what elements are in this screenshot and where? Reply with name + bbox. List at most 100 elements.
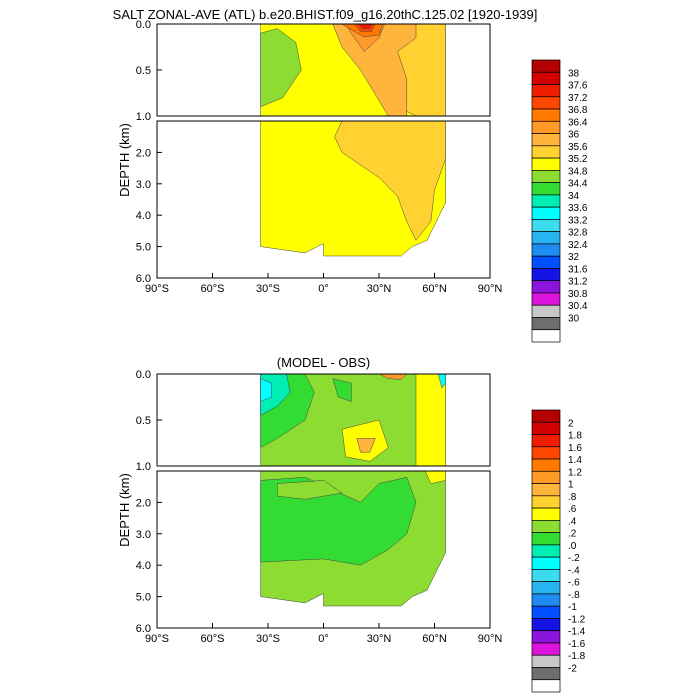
colorbar-label: 35.6 [568,142,588,153]
chart-model-salinity: 0.0 0.5 1.0 2.0 3.0 4.0 5.0 6.0 DEPTH (km) 90°S 60… [117,19,588,343]
colorbar-box [531,145,561,159]
x-tick-label: 30°N [367,633,392,645]
colorbar-label: -1.6 [568,639,586,650]
contour-region-upper-9 [437,374,446,389]
colorbar-box [531,329,561,343]
x-tick-label: 60°N [422,283,447,295]
colorbar-label: 37.2 [568,93,588,104]
colorbar-box [531,84,561,98]
colorbar-box [531,483,561,497]
colorbar-label: 2 [568,418,574,429]
y-tick-label: 0.0 [136,369,151,381]
x-tick-label: 60°S [201,283,225,295]
colorbar-box [531,642,561,656]
colorbar-label: .6 [568,504,577,515]
x-tick-label: 90°N [478,633,503,645]
colorbar-label: -.2 [568,553,580,564]
colorbar-box [531,280,561,294]
colorbar-label: -2 [568,663,577,674]
colorbar-box [531,434,561,448]
x-tick-label: 30°S [256,633,280,645]
y-tick-label: 4.0 [136,210,151,222]
colorbar-label: 32.4 [568,240,588,251]
colorbar-box [531,268,561,282]
colorbar-label: 30 [568,313,580,324]
y-tick-label: 0.5 [136,415,151,427]
colorbar-box [531,409,561,423]
colorbar-box [531,421,561,435]
y-tick-label: 4.0 [136,560,151,572]
colorbar-label: -.4 [568,565,580,576]
colorbar-box [531,206,561,220]
colorbar-box [531,569,561,583]
panel-title: (MODEL - OBS) [277,355,370,370]
colorbar-box [531,96,561,110]
colorbar-label: .0 [568,541,577,552]
colorbar-box [531,593,561,607]
colorbar-label: .4 [568,516,577,527]
lower-panel-fill [260,471,446,607]
colorbar-label: 31.2 [568,277,588,288]
x-tick-label: 60°N [422,633,447,645]
x-tick-label: 90°S [145,633,169,645]
colorbar-box [531,304,561,318]
y-tick-label: 2.0 [136,147,151,159]
x-tick-label: 0° [318,633,329,645]
colorbar-label: 34.4 [568,179,588,190]
y-tick-label: 0.0 [136,19,151,31]
y-tick-label: 0.5 [136,65,151,77]
colorbar-label: 32 [568,252,580,263]
figure-title: SALT ZONAL-AVE (ATL) b.e20.BHIST.f09_g16… [113,7,538,22]
lower-panel-fill [260,121,446,257]
y-tick-label: 6.0 [136,273,151,285]
y-axis-label: DEPTH (km) [117,473,132,547]
colorbar-label: .8 [568,492,577,503]
colorbar-label: .2 [568,529,577,540]
colorbar-box [531,630,561,644]
colorbar-label: 37.6 [568,81,588,92]
colorbar-box [531,556,561,570]
colorbar-label: 35.2 [568,154,588,165]
y-tick-label: 3.0 [136,529,151,541]
colorbar-box [531,59,561,73]
contour-region-upper-4 [332,378,352,402]
x-tick-label: 90°N [478,283,503,295]
colorbar-label: 30.4 [568,301,588,312]
colorbar-box [531,654,561,668]
x-tick-label: 0° [318,283,329,295]
upper-panel-fill [260,24,446,116]
contour-region-upper-5 [415,374,446,466]
colorbar-box [531,446,561,460]
colorbar-box [531,170,561,183]
colorbar-box [531,120,561,134]
colorbar-box [531,231,561,245]
contour-region-upper-7 [356,438,376,453]
colorbar-box [531,495,561,509]
y-tick-label: 1.0 [136,461,151,473]
chart-model-minus-obs: (MODEL - OBS)0.00.51.02.03.04.05.06.0DEP… [117,355,586,693]
colorbar-box [531,255,561,269]
colorbar-label: -.6 [568,578,580,589]
colorbar-label: -.8 [568,590,580,601]
contour-region-upper-7 [358,24,372,29]
x-tick-label: 90°S [145,283,169,295]
colorbar-box [531,667,561,681]
colorbar-label: 33.2 [568,215,588,226]
colorbar-label: 36 [568,130,580,141]
colorbar-box [531,679,561,693]
colorbar-box [531,194,561,208]
colorbar-label: 36.8 [568,105,588,116]
x-tick-label: 30°N [367,283,392,295]
y-axis-label: DEPTH (km) [117,123,132,197]
colorbar-label: 30.8 [568,289,588,300]
y-tick-label: 2.0 [136,497,151,509]
colorbar-box [531,507,561,521]
colorbar-label: 1.8 [568,431,582,442]
colorbar-box [531,605,561,619]
colorbar-box [531,519,561,533]
colorbar-label: 1.4 [568,455,582,466]
colorbar-box [531,108,561,122]
colorbar-box [531,133,561,147]
contour-region-lower-3 [425,471,446,484]
